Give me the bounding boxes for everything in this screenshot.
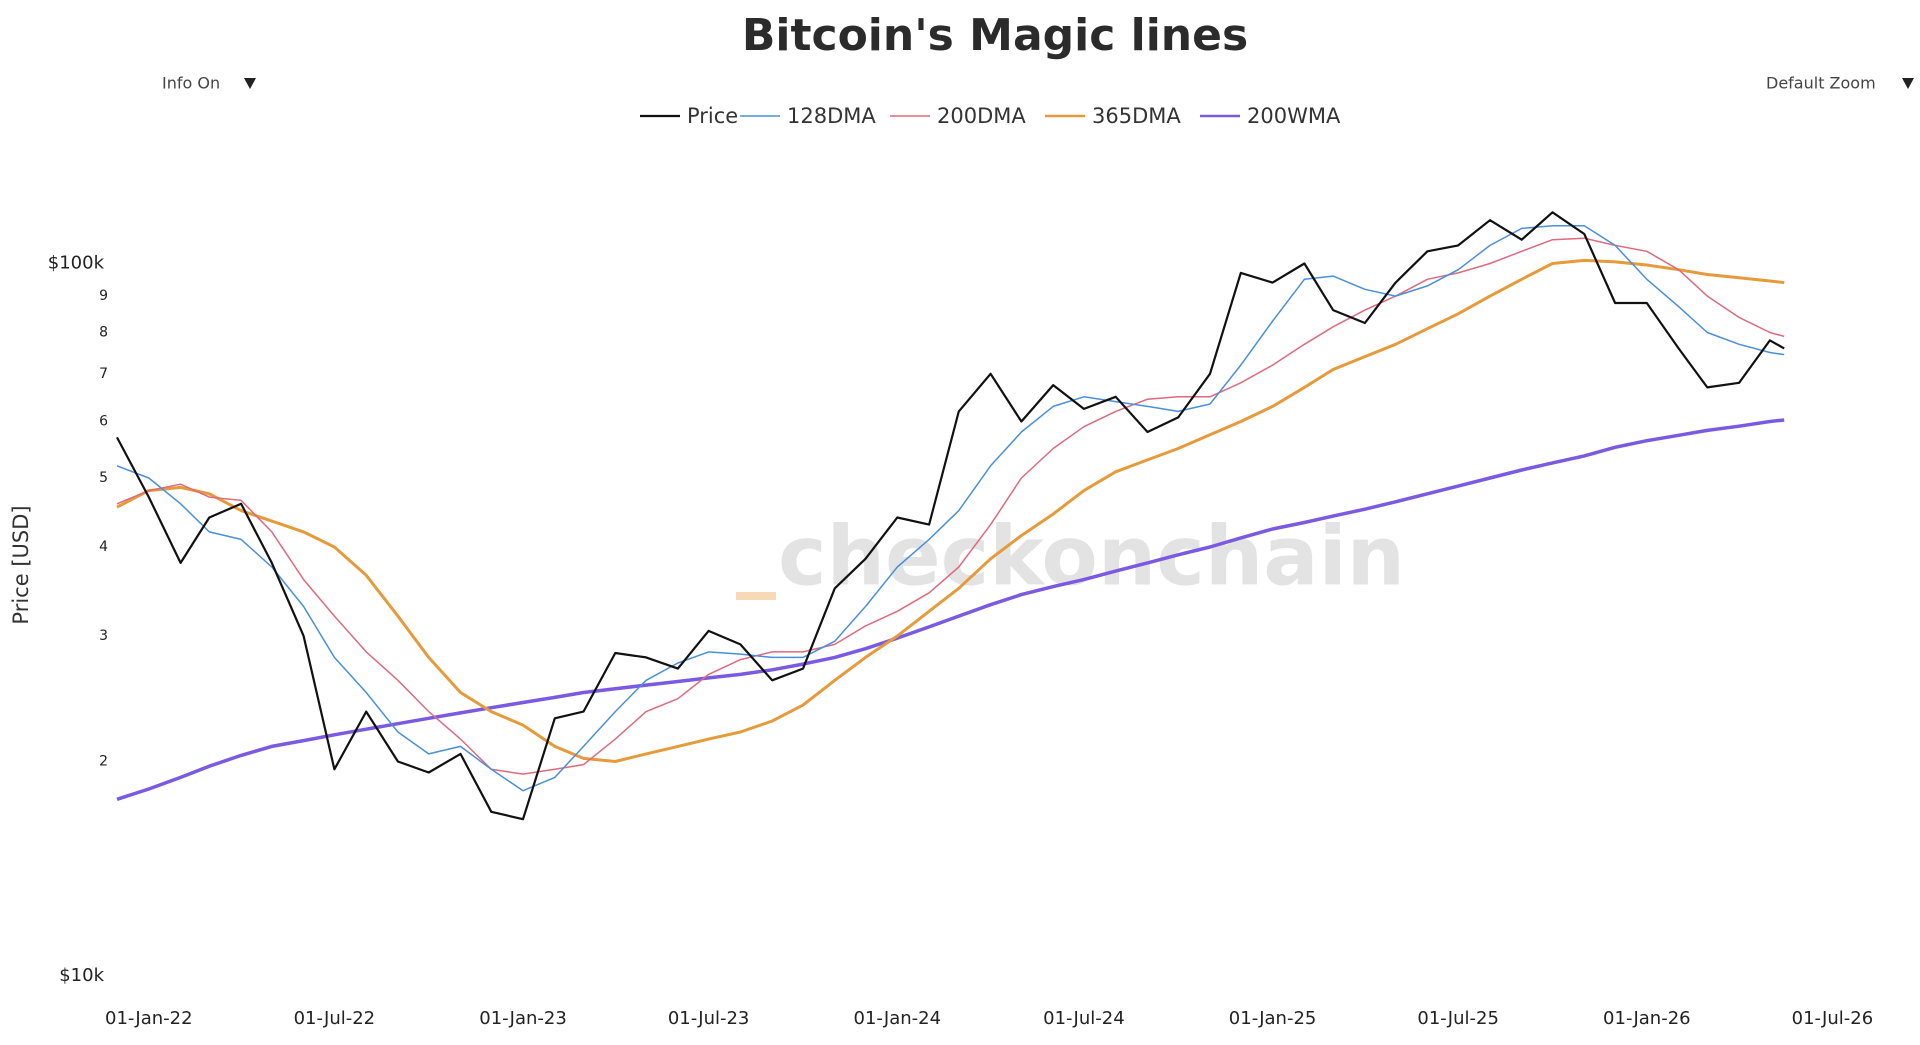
x-tick-label: 01-Jul-25 (1417, 1008, 1499, 1029)
x-tick-label: 01-Jan-26 (1603, 1008, 1691, 1029)
y-tick-label: 6 (99, 414, 108, 430)
zoom-dropdown-arrow[interactable] (1902, 78, 1914, 89)
legend-item: 200DMA (890, 104, 1026, 128)
y-tick-label: $10k (59, 965, 104, 986)
legend-item: 128DMA (740, 104, 876, 128)
y-tick-label: 3 (99, 628, 108, 644)
y-tick-label: 7 (99, 366, 108, 382)
legend-label: 200WMA (1247, 104, 1341, 128)
plot-area: $10k 2 3 4 5 6 7 8 9 $100k 01-Jan-22 01-Jul-22 01-Ja… (48, 211, 1874, 1029)
legend-label: Price (687, 104, 738, 128)
y-tick-label: 8 (99, 325, 108, 341)
y-tick-label: $100k (48, 252, 105, 273)
legend-item: Price (640, 104, 738, 128)
watermark-underscore (736, 592, 776, 600)
x-tick-label: 01-Jul-26 (1792, 1008, 1874, 1029)
x-tick-label: 01-Jul-24 (1043, 1008, 1125, 1029)
legend-label: 128DMA (787, 104, 876, 128)
info-toggle[interactable]: Info On (162, 74, 220, 93)
legend-label: 200DMA (937, 104, 1026, 128)
x-tick-label: 01-Jul-23 (668, 1008, 750, 1029)
x-tick-label: 01-Jul-22 (294, 1008, 376, 1029)
x-tick-label: 01-Jan-24 (854, 1008, 942, 1029)
legend-item: 365DMA (1045, 104, 1181, 128)
series-line (116, 258, 1785, 763)
series-line (116, 224, 1785, 792)
zoom-select[interactable]: Default Zoom (1766, 74, 1876, 93)
series-line (116, 237, 1785, 775)
legend-item: 200WMA (1200, 104, 1341, 128)
series-line (116, 418, 1785, 801)
legend-label: 365DMA (1092, 104, 1181, 128)
y-tick-label: 5 (99, 470, 108, 486)
chart-title: Bitcoin's Magic lines (742, 10, 1248, 61)
x-tick-label: 01-Jan-22 (105, 1008, 193, 1029)
info-dropdown-arrow[interactable] (244, 78, 256, 89)
watermark: checkonchain (778, 509, 1405, 604)
y-tick-label: 9 (99, 288, 108, 304)
x-tick-label: 01-Jan-23 (479, 1008, 567, 1029)
y-axis-label: Price [USD] (9, 505, 33, 624)
y-tick-label: 2 (99, 754, 108, 770)
series-line (116, 211, 1785, 821)
y-tick-label: 4 (99, 539, 108, 555)
legend: Price 128DMA 200DMA 365DMA 200WMA (640, 104, 1341, 128)
x-tick-label: 01-Jan-25 (1229, 1008, 1317, 1029)
